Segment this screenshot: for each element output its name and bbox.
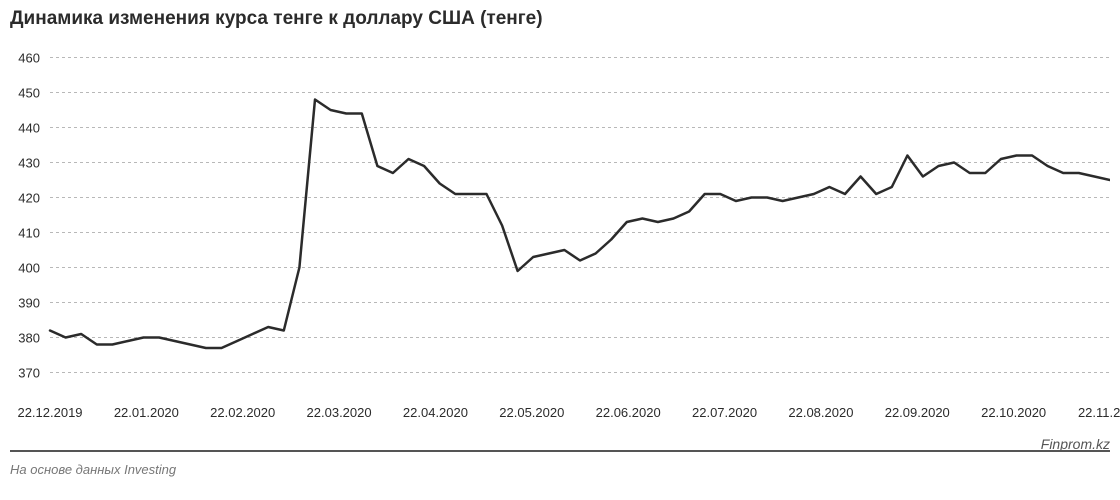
y-tick-label: 370 — [10, 365, 40, 380]
chart-title: Динамика изменения курса тенге к доллару… — [10, 8, 543, 30]
x-tick-label: 22.05.2020 — [499, 405, 564, 420]
data-line — [50, 100, 1110, 349]
x-tick-label: 22.11.2020 — [1078, 405, 1120, 420]
x-tick-label: 22.08.2020 — [788, 405, 853, 420]
y-tick-label: 390 — [10, 295, 40, 310]
y-tick-label: 440 — [10, 120, 40, 135]
y-tick-label: 420 — [10, 190, 40, 205]
x-tick-label: 22.03.2020 — [307, 405, 372, 420]
x-axis-labels: 22.12.2019 22.01.2020 22.02.2020 22.03.2020… — [10, 405, 1110, 425]
y-tick-label: 450 — [10, 85, 40, 100]
x-tick-label: 22.07.2020 — [692, 405, 757, 420]
y-tick-label: 380 — [10, 330, 40, 345]
x-tick-label: 22.09.2020 — [885, 405, 950, 420]
y-tick-label: 430 — [10, 155, 40, 170]
x-tick-label: 22.10.2020 — [981, 405, 1046, 420]
footer-rule — [10, 450, 1110, 452]
y-tick-label: 410 — [10, 225, 40, 240]
chart-plot — [10, 40, 1110, 400]
credit-label: На основе данных Investing — [10, 462, 176, 477]
x-tick-label: 22.04.2020 — [403, 405, 468, 420]
y-tick-label: 400 — [10, 260, 40, 275]
x-tick-label: 22.12.2019 — [17, 405, 82, 420]
y-tick-label: 460 — [10, 50, 40, 65]
x-tick-label: 22.02.2020 — [210, 405, 275, 420]
x-tick-label: 22.01.2020 — [114, 405, 179, 420]
x-tick-label: 22.06.2020 — [596, 405, 661, 420]
